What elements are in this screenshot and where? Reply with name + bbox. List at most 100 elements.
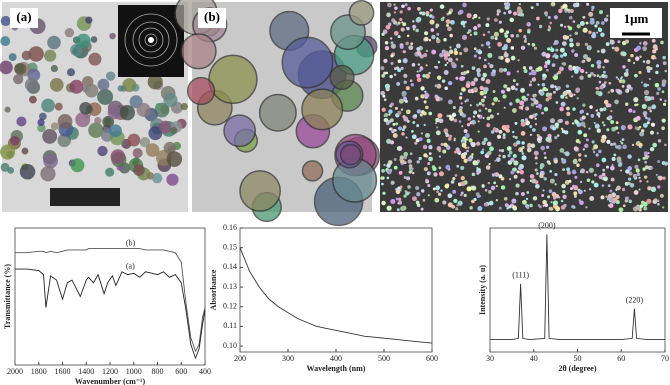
grain xyxy=(595,109,599,112)
peak-label: (200) xyxy=(538,221,556,230)
grain xyxy=(537,103,543,109)
grain xyxy=(619,169,623,172)
grain xyxy=(516,170,520,174)
grain xyxy=(592,150,596,154)
plot-frame xyxy=(239,227,433,353)
grain xyxy=(512,154,517,158)
grain xyxy=(537,83,540,86)
grain xyxy=(647,106,652,111)
grain xyxy=(478,102,482,106)
grain xyxy=(410,42,414,46)
grain xyxy=(650,96,655,101)
grain xyxy=(405,86,410,91)
grain xyxy=(445,19,451,25)
grain xyxy=(406,34,410,38)
grain xyxy=(616,156,622,162)
grain xyxy=(382,191,386,195)
grain xyxy=(390,41,394,45)
grain xyxy=(583,189,586,192)
grain xyxy=(526,22,529,25)
grain xyxy=(585,170,589,174)
grain xyxy=(400,27,405,32)
grain xyxy=(527,30,531,34)
grain xyxy=(486,123,491,128)
grain xyxy=(564,7,568,11)
grain xyxy=(599,85,604,90)
grain xyxy=(436,190,439,194)
grain xyxy=(625,169,630,174)
grain xyxy=(588,11,594,17)
grain xyxy=(388,109,393,114)
grain xyxy=(629,182,635,188)
x-axis-label: 2θ (degree) xyxy=(558,364,596,373)
grain xyxy=(588,188,592,191)
grain xyxy=(466,186,472,192)
grain xyxy=(508,150,513,155)
grain xyxy=(617,131,620,134)
grain xyxy=(428,152,432,155)
grain xyxy=(627,154,632,159)
grain xyxy=(562,158,566,162)
particle xyxy=(110,149,126,164)
grain xyxy=(596,74,600,78)
grain xyxy=(439,97,443,101)
grain xyxy=(401,4,405,9)
grain xyxy=(498,206,502,210)
grain xyxy=(455,207,459,211)
particle xyxy=(239,170,281,212)
grain xyxy=(528,83,532,87)
grain xyxy=(381,74,385,78)
grain xyxy=(544,11,548,16)
grain xyxy=(498,154,501,157)
grain xyxy=(628,108,633,113)
grain xyxy=(646,69,651,73)
grain xyxy=(519,100,525,106)
grain xyxy=(397,126,403,131)
grain xyxy=(393,30,399,36)
grain xyxy=(639,179,642,183)
grain xyxy=(593,74,597,77)
grain xyxy=(577,129,583,135)
grain xyxy=(531,77,537,82)
grain xyxy=(588,167,594,173)
grain xyxy=(443,142,448,147)
x-tick-label: 400 xyxy=(330,354,342,363)
grain xyxy=(633,190,639,195)
grain xyxy=(473,13,478,19)
grain xyxy=(480,150,484,155)
grain xyxy=(465,138,468,141)
grain xyxy=(547,47,551,51)
grain xyxy=(512,11,518,16)
grain xyxy=(411,134,417,140)
grain xyxy=(573,93,576,96)
grain xyxy=(589,195,595,201)
grain xyxy=(504,57,511,63)
grain xyxy=(402,96,408,101)
grain xyxy=(495,184,498,188)
grain xyxy=(428,38,432,42)
grain xyxy=(416,203,421,208)
grain xyxy=(539,173,543,176)
grain xyxy=(563,25,567,29)
grain xyxy=(592,148,595,151)
grain xyxy=(634,73,638,78)
grain xyxy=(435,122,438,125)
grain xyxy=(444,63,447,67)
particle xyxy=(170,126,178,135)
grain xyxy=(642,41,648,46)
grain xyxy=(543,151,547,155)
grain xyxy=(503,84,508,89)
particle xyxy=(97,88,114,105)
grain xyxy=(535,105,539,108)
grain xyxy=(525,120,530,126)
grain xyxy=(408,166,413,171)
grain xyxy=(607,184,611,188)
grain xyxy=(638,125,642,129)
grain xyxy=(654,198,658,202)
grain xyxy=(531,178,537,184)
grain xyxy=(579,75,584,80)
grain xyxy=(417,63,421,66)
grain xyxy=(640,81,644,84)
grain xyxy=(636,45,641,51)
grain xyxy=(434,84,438,88)
